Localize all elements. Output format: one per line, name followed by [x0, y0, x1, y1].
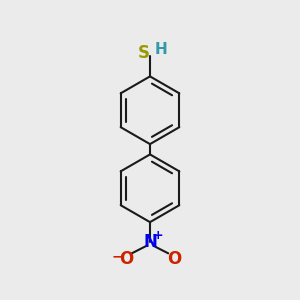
Text: O: O [119, 250, 133, 268]
Text: −: − [111, 249, 123, 263]
Text: +: + [153, 229, 164, 242]
Text: S: S [137, 44, 149, 62]
Text: O: O [167, 250, 181, 268]
Text: H: H [155, 42, 168, 57]
Text: N: N [143, 233, 157, 251]
